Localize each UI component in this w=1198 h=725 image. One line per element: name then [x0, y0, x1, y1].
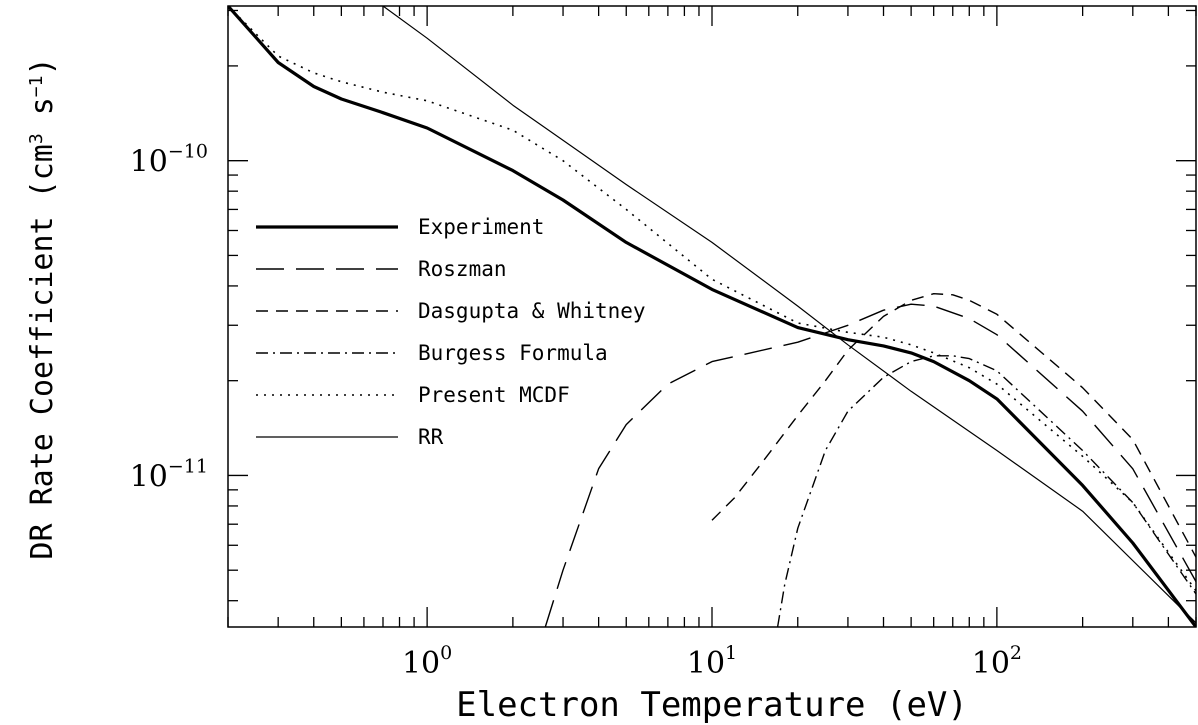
- legend-item: RR: [256, 425, 444, 449]
- series-layer: [228, 6, 1196, 627]
- series-line-roszman: [544, 303, 1196, 627]
- x-tick-label: 102: [972, 642, 1022, 681]
- legend-item: Present MCDF: [256, 383, 570, 407]
- ticks-layer: [227, 6, 1197, 627]
- legend-item: Dasgupta & Whitney: [256, 299, 646, 323]
- legend-item: Burgess Formula: [256, 341, 608, 365]
- x-axis-title: Electron Temperature (eV): [456, 685, 968, 725]
- legend-label: Experiment: [418, 215, 544, 239]
- y-tick-label: 10−11: [130, 455, 208, 494]
- series-line-experiment: [228, 6, 1196, 627]
- legend-label: Present MCDF: [418, 383, 570, 407]
- legend-label: Dasgupta & Whitney: [418, 299, 646, 323]
- x-tick-label: 100: [402, 642, 452, 681]
- x-tick-label: 101: [687, 642, 737, 681]
- series-line-dasgupta-whitney: [711, 293, 1196, 558]
- legend-item: Experiment: [256, 215, 544, 239]
- series-line-rr: [382, 6, 1196, 624]
- x-tick-labels: 100 101 102: [402, 642, 1022, 681]
- series-line-burgess-formula: [776, 355, 1196, 627]
- plot-frame: [227, 5, 1197, 628]
- legend-label: RR: [418, 425, 444, 449]
- legend-label: Burgess Formula: [418, 341, 608, 365]
- y-axis-title: DR Rate Coefficient (cm3 s−1): [25, 57, 60, 559]
- legend: Experiment Roszman Dasgupta & Whitney Burge…: [256, 215, 646, 449]
- y-tick-label: 10−10: [130, 141, 208, 180]
- y-tick-labels: 10−10 10−11: [130, 141, 208, 495]
- legend-label: Roszman: [418, 257, 507, 281]
- legend-item: Roszman: [256, 257, 507, 281]
